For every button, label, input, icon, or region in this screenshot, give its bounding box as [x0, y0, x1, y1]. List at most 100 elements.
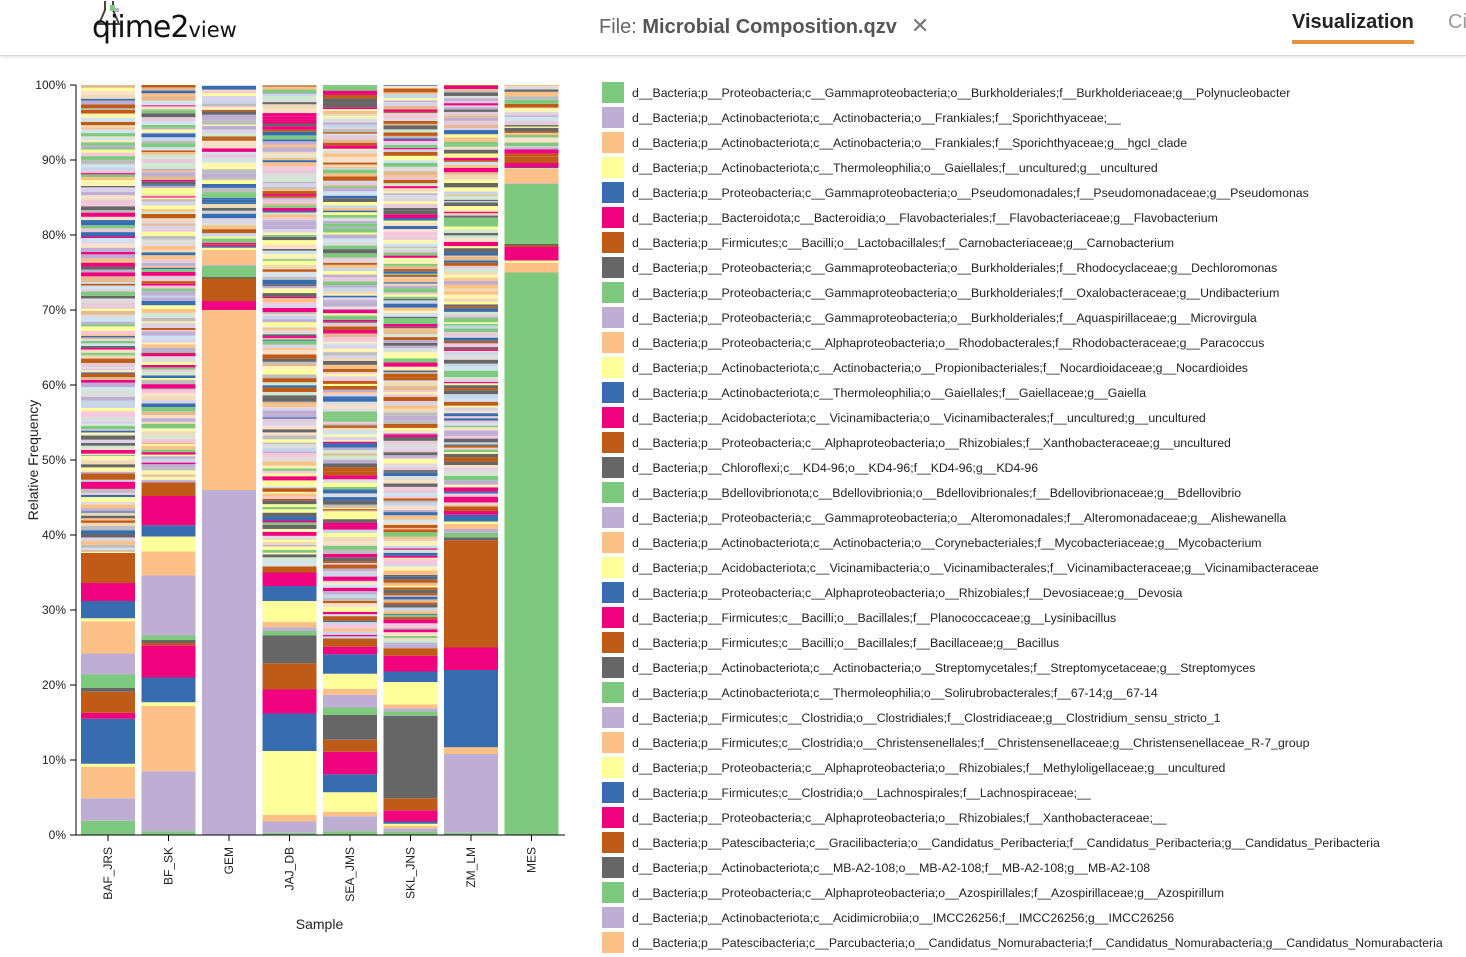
bar-segment-minor[interactable]	[323, 576, 377, 581]
bar-segment-minor[interactable]	[444, 480, 498, 485]
bar-segment-minor[interactable]	[323, 150, 377, 154]
bar-segment-minor[interactable]	[444, 268, 498, 273]
bar-segment-minor[interactable]	[383, 229, 438, 232]
bar-segment-minor[interactable]	[383, 218, 438, 221]
bar-segment-minor[interactable]	[141, 196, 196, 198]
bar-segment-minor[interactable]	[383, 310, 438, 314]
bar-segment-minor[interactable]	[323, 207, 377, 211]
bar-segment-minor[interactable]	[81, 391, 135, 395]
bar-segment-minor[interactable]	[81, 551, 135, 553]
bar-segment-minor[interactable]	[383, 210, 438, 215]
bar-segment-minor[interactable]	[202, 95, 256, 101]
bar-segment-minor[interactable]	[262, 322, 317, 327]
bar-segment-minor[interactable]	[81, 152, 135, 157]
bar-segment-minor[interactable]	[81, 104, 135, 109]
bar-segment-minor[interactable]	[141, 393, 196, 397]
bar-segment-minor[interactable]	[141, 288, 196, 292]
bar-segment-minor[interactable]	[444, 262, 498, 266]
bar-segment-minor[interactable]	[81, 136, 135, 138]
bar-segment-minor[interactable]	[262, 417, 317, 419]
bar-segment-minor[interactable]	[262, 102, 317, 105]
bar-segment-minor[interactable]	[262, 173, 317, 178]
bar-segment-minor[interactable]	[323, 475, 377, 480]
bar-segment-minor[interactable]	[383, 193, 438, 195]
bar-segment-minor[interactable]	[444, 447, 498, 450]
bar-segment-minor[interactable]	[262, 552, 317, 555]
bar-segment-minor[interactable]	[141, 305, 196, 309]
bar-segment-minor[interactable]	[444, 165, 498, 168]
bar-segment-minor[interactable]	[323, 110, 377, 115]
bar-segment-minor[interactable]	[444, 215, 498, 218]
bar-segment-minor[interactable]	[262, 95, 317, 100]
bar-segment-minor[interactable]	[444, 294, 498, 299]
bar-segment-minor[interactable]	[383, 529, 438, 533]
bar-segment-minor[interactable]	[141, 291, 196, 296]
bar-segment[interactable]	[323, 792, 377, 812]
bar-segment-minor[interactable]	[81, 266, 135, 270]
bar-segment[interactable]	[323, 646, 377, 655]
bar-segment-minor[interactable]	[444, 120, 498, 125]
bar-segment-minor[interactable]	[323, 148, 377, 151]
bar-segment-minor[interactable]	[504, 140, 559, 143]
close-icon[interactable]: ✕	[910, 13, 930, 38]
bar-segment-minor[interactable]	[81, 238, 135, 242]
bar-segment-minor[interactable]	[202, 202, 256, 204]
bar-segment-minor[interactable]	[383, 635, 438, 638]
bar-segment-minor[interactable]	[81, 453, 135, 455]
bar-segment-minor[interactable]	[141, 347, 196, 352]
bar-segment[interactable]	[81, 601, 135, 619]
bar-segment-minor[interactable]	[81, 347, 135, 350]
bar-segment-minor[interactable]	[444, 124, 498, 129]
bar-segment-minor[interactable]	[202, 144, 256, 149]
bar-segment-minor[interactable]	[262, 442, 317, 444]
bar-segment-minor[interactable]	[81, 159, 135, 165]
bar-segment-minor[interactable]	[81, 142, 135, 146]
bar-segment-minor[interactable]	[323, 253, 377, 258]
bar-segment-minor[interactable]	[262, 540, 317, 542]
bar-segment-minor[interactable]	[81, 164, 135, 168]
bar-segment-minor[interactable]	[81, 199, 135, 204]
bar-segment-minor[interactable]	[141, 324, 196, 328]
bar-segment-minor[interactable]	[262, 549, 317, 553]
bar-segment-minor[interactable]	[81, 403, 135, 408]
bar-segment-minor[interactable]	[81, 485, 135, 489]
bar-segment-minor[interactable]	[383, 619, 438, 624]
bar-segment-minor[interactable]	[202, 238, 256, 243]
bar-segment-minor[interactable]	[262, 214, 317, 218]
bar-segment-minor[interactable]	[323, 217, 377, 221]
bar-segment-minor[interactable]	[323, 582, 377, 585]
bar-segment-minor[interactable]	[202, 199, 256, 203]
bar-segment-minor[interactable]	[383, 476, 438, 481]
bar-segment-minor[interactable]	[383, 316, 438, 319]
bar-segment-minor[interactable]	[141, 428, 196, 432]
bar-segment-minor[interactable]	[81, 289, 135, 292]
bar-segment-minor[interactable]	[504, 149, 559, 154]
bar-segment-minor[interactable]	[444, 199, 498, 202]
bar-segment-minor[interactable]	[323, 260, 377, 263]
bar-segment-minor[interactable]	[202, 203, 256, 208]
bar-segment-minor[interactable]	[383, 292, 438, 295]
bar-segment-minor[interactable]	[383, 231, 438, 236]
bar-segment-minor[interactable]	[323, 436, 377, 441]
bar-segment-minor[interactable]	[444, 187, 498, 192]
legend-item[interactable]: d__Bacteria;p__Actinobacteriota;c__Therm…	[600, 381, 1466, 406]
bar-segment-minor[interactable]	[81, 425, 135, 430]
bar-segment-minor[interactable]	[323, 383, 377, 386]
bar-segment[interactable]	[262, 572, 317, 587]
bar-segment-minor[interactable]	[323, 529, 377, 533]
bar-segment-minor[interactable]	[202, 158, 256, 163]
bar-segment-minor[interactable]	[202, 138, 256, 141]
bar-segment-minor[interactable]	[323, 139, 377, 143]
legend-item[interactable]: d__Bacteria;p__Proteobacteria;c__Gammapr…	[600, 81, 1466, 106]
bar-segment-minor[interactable]	[504, 142, 559, 147]
bar-segment-minor[interactable]	[262, 528, 317, 532]
bar-segment[interactable]	[504, 169, 559, 184]
bar-segment[interactable]	[262, 713, 317, 752]
bar-segment-minor[interactable]	[141, 259, 196, 263]
bar-segment-minor[interactable]	[262, 363, 317, 367]
bar-segment-minor[interactable]	[444, 370, 498, 375]
bar-segment-minor[interactable]	[81, 243, 135, 248]
bar-segment-minor[interactable]	[141, 255, 196, 260]
bar-segment[interactable]	[81, 763, 135, 767]
bar-segment-minor[interactable]	[383, 519, 438, 523]
